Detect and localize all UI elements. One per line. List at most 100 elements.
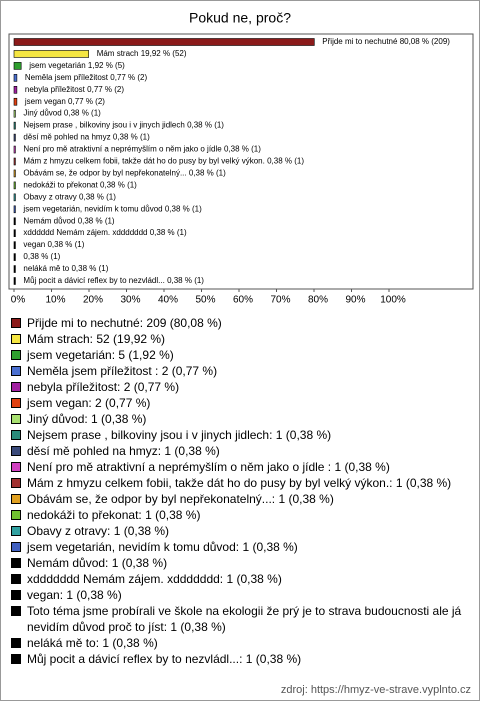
legend-item: vegan: 1 (0,38 %) xyxy=(9,587,471,603)
legend-item: neláká mě to: 1 (0,38 %) xyxy=(9,635,471,651)
legend-swatch xyxy=(11,414,21,424)
value-label: 0,38 % (1) xyxy=(165,204,202,213)
x-tick-label: 0% xyxy=(11,295,26,306)
bar xyxy=(13,229,16,237)
legend-item: Můj pocit a dávicí reflex by to nezvládl… xyxy=(9,651,471,667)
bar xyxy=(13,265,16,273)
bar-label: Nejsem prase , bilkoviny jsou i v jinych… xyxy=(23,121,224,130)
legend-item: Nejsem prase , bilkoviny jsou i v jinych… xyxy=(9,427,471,443)
bar xyxy=(13,74,18,82)
plot-frame xyxy=(8,33,474,290)
bar xyxy=(13,133,16,142)
legend-item: Nemám důvod: 1 (0,38 %) xyxy=(9,555,471,571)
x-tick-label: 90% xyxy=(345,295,365,306)
legend-item: Přijde mi to nechutné: 209 (80,08 %) xyxy=(9,315,471,331)
legend-item: xddddddd Nemám zájem. xddddddd: 1 (0,38 … xyxy=(9,571,471,587)
value-label: 19,92 % (52) xyxy=(141,49,187,58)
value-label: 0,38 % (1) xyxy=(187,121,224,130)
bar-label: xdddddd Nemám zájem. xddddddd 0,38 % (1) xyxy=(23,228,187,237)
bar-label: vegan 0,38 % (1) xyxy=(23,240,84,249)
category-label: Obávám se, že odpor by byl nepřekonateln… xyxy=(23,169,186,178)
legend-label: jsem vegetarián, nevidím k tomu důvod: 1… xyxy=(27,540,298,554)
bar-label: Jiný důvod 0,38 % (1) xyxy=(23,109,101,118)
value-label: 0,38 % (1) xyxy=(224,145,261,154)
x-tick-label: 20% xyxy=(83,295,103,306)
value-label: 0,38 % (1) xyxy=(113,133,150,142)
bar-label: Nemám důvod 0,38 % (1) xyxy=(23,216,115,225)
bar-label: Můj pocit a dávicí reflex by to nezvládl… xyxy=(23,276,204,285)
value-label: 0,38 % (1) xyxy=(267,157,304,166)
legend-label: Neměla jsem příležitost : 2 (0,77 %) xyxy=(27,364,218,378)
category-label: Obavy z otravy xyxy=(23,192,76,201)
bar xyxy=(13,50,89,58)
x-tick-label: 10% xyxy=(45,295,65,306)
bar xyxy=(13,109,16,118)
legend-swatch xyxy=(11,558,21,568)
value-label: 0,38 % (1) xyxy=(189,169,226,178)
bar xyxy=(13,145,16,154)
bar-label: Neměla jsem příležitost 0,77 % (2) xyxy=(25,73,148,82)
bar-label: Obávám se, že odpor by byl nepřekonateln… xyxy=(23,169,226,178)
bar-label: nebyla příležitost 0,77 % (2) xyxy=(25,85,125,94)
bar xyxy=(13,97,18,106)
category-label: Mám strach xyxy=(97,49,139,58)
bar-label: jsem vegetarián, nevidím k tomu důvod 0,… xyxy=(22,204,202,213)
bar-label: nedokáži to překonat 0,38 % (1) xyxy=(23,181,137,190)
bar-label: Není pro mě atraktivní a neprémyšlím o n… xyxy=(23,145,261,154)
category-label: vegan xyxy=(23,240,45,249)
legend-item: děsí mě pohled na hmyz: 1 (0,38 %) xyxy=(9,443,471,459)
legend-swatch xyxy=(11,542,21,552)
legend-swatch xyxy=(11,350,21,360)
category-label: Mám z hmyzu celkem fobii, takže dát ho d… xyxy=(23,157,264,166)
legend-label: Toto téma jsme probírali ve škole na eko… xyxy=(27,604,462,634)
bar xyxy=(13,86,18,94)
x-tick-label: 60% xyxy=(233,295,253,306)
category-label: děsí mě pohled na hmyz xyxy=(23,133,110,142)
legend-item: Mám z hmyzu celkem fobii, takže dát ho d… xyxy=(9,475,471,491)
legend-item: jsem vegan: 2 (0,77 %) xyxy=(9,395,471,411)
legend-swatch xyxy=(11,510,21,520)
category-label: Neměla jsem příležitost xyxy=(25,73,109,82)
bar xyxy=(13,217,16,226)
legend-label: vegan: 1 (0,38 %) xyxy=(27,588,122,602)
legend-label: xddddddd Nemám zájem. xddddddd: 1 (0,38 … xyxy=(27,572,282,586)
bar xyxy=(13,193,16,202)
bar-label: děsí mě pohled na hmyz 0,38 % (1) xyxy=(23,133,150,142)
value-label: 0,38 % (1) xyxy=(79,192,116,201)
bar-label: 0,38 % (1) xyxy=(23,252,60,261)
value-label: 0,38 % (1) xyxy=(100,181,137,190)
legend-label: děsí mě pohled na hmyz: 1 (0,38 %) xyxy=(27,444,220,458)
bar xyxy=(13,121,16,130)
category-label: Nemám důvod xyxy=(23,216,75,225)
legend-swatch xyxy=(11,526,21,536)
x-tick-label: 70% xyxy=(270,295,290,306)
bar-label: jsem vegetarián 1,92 % (5) xyxy=(28,61,125,70)
legend-swatch xyxy=(11,654,21,664)
category-label: Nejsem prase , bilkoviny jsou i v jinych… xyxy=(23,121,184,130)
x-tick-label: 50% xyxy=(195,295,215,306)
legend-item: Obávám se, že odpor by byl nepřekonateln… xyxy=(9,491,471,507)
bar-label: Přijde mi to nechutné 80,08 % (209) xyxy=(322,37,450,46)
legend: Přijde mi to nechutné: 209 (80,08 %) Mám … xyxy=(9,315,471,667)
category-label: nedokáži to překonat xyxy=(23,181,98,190)
bar xyxy=(13,277,16,285)
legend-label: Obavy z otravy: 1 (0,38 %) xyxy=(27,524,170,538)
legend-item: nedokáži to překonat: 1 (0,38 %) xyxy=(9,507,471,523)
category-label: neláká mě to xyxy=(23,264,69,273)
legend-label: jsem vegan: 2 (0,77 %) xyxy=(27,396,151,410)
chart: Pokud ne, proč? Přijde mi to nechutné 80… xyxy=(8,10,474,306)
x-tick-label: 80% xyxy=(308,295,328,306)
bar xyxy=(13,205,16,214)
bar-label: Mám z hmyzu celkem fobii, takže dát ho d… xyxy=(23,157,304,166)
legend-item: Obavy z otravy: 1 (0,38 %) xyxy=(9,523,471,539)
legend-swatch xyxy=(11,382,21,392)
category-label: Přijde mi to nechutné xyxy=(322,37,398,46)
bar xyxy=(13,253,16,261)
x-tick-label: 100% xyxy=(380,295,406,306)
bar-label: Mám strach 19,92 % (52) xyxy=(97,49,187,58)
source: zdroj: https://hmyz-ve-strave.vyplnto.cz xyxy=(280,684,471,696)
legend-label: Můj pocit a dávicí reflex by to nezvládl… xyxy=(27,652,302,666)
legend-swatch xyxy=(11,638,21,648)
bar xyxy=(13,241,16,249)
